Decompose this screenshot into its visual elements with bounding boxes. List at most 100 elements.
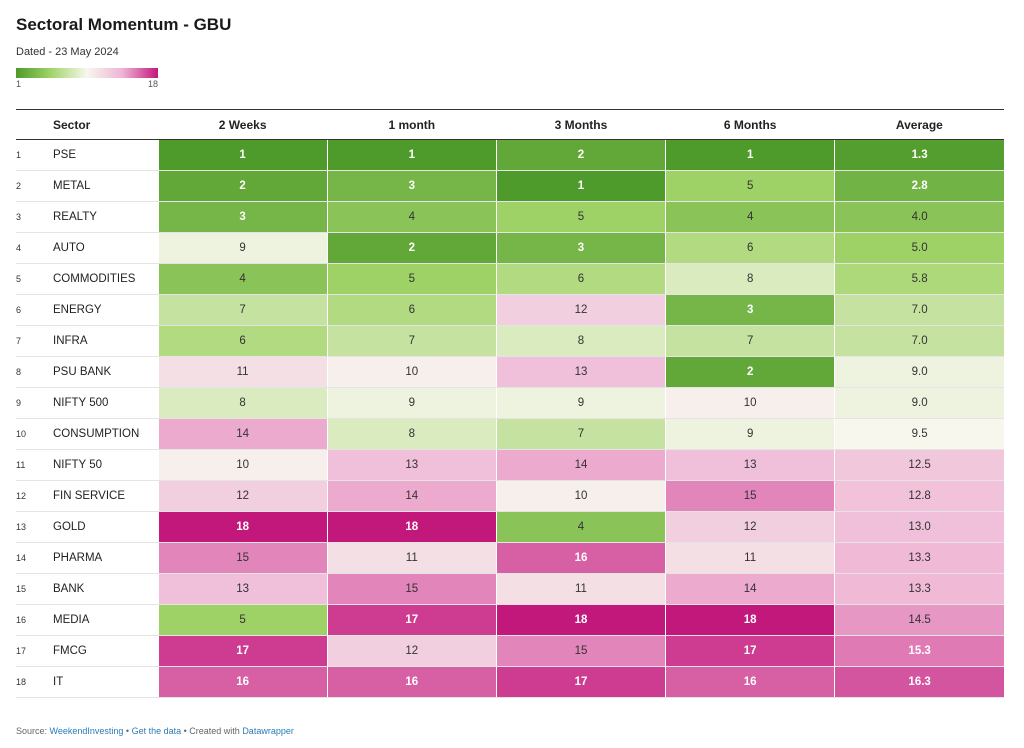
cell-1-month: 1 [326,139,497,171]
table-row: 3 REALTY 3 4 5 4 4.0 [16,201,1004,233]
cell-2-weeks: 10 [157,449,328,481]
cell-6-months: 4 [665,201,835,233]
cell-average: 1.3 [834,139,1004,171]
header-average[interactable]: Average [834,109,1004,140]
cell-3-months: 15 [495,635,666,667]
get-data-link[interactable]: Get the data [131,726,182,736]
cell-6-months: 6 [665,232,835,264]
cell-2-weeks: 5 [157,604,328,636]
row-rank: 3 [16,201,47,233]
row-rank: 17 [16,635,47,667]
cell-average: 13.3 [834,573,1004,605]
cell-1-month: 11 [326,542,497,574]
datawrapper-link[interactable]: Datawrapper [242,726,294,736]
row-sector-name: IT [47,666,158,698]
header-6-months[interactable]: 6 Months [665,109,835,140]
cell-average: 13.3 [834,542,1004,574]
cell-2-weeks: 16 [157,666,328,698]
cell-1-month: 16 [326,666,497,698]
cell-2-weeks: 3 [157,201,328,233]
source-footer: Source: WeekendInvesting • Get the data … [16,726,294,736]
color-legend: 1 18 [16,68,158,89]
cell-6-months: 17 [665,635,835,667]
cell-average: 7.0 [834,294,1004,326]
cell-3-months: 17 [495,666,666,698]
cell-3-months: 18 [495,604,666,636]
row-sector-name: METAL [47,170,158,202]
cell-1-month: 15 [326,573,497,605]
header-rank [16,109,47,140]
cell-average: 13.0 [834,511,1004,543]
row-rank: 1 [16,139,47,171]
cell-2-weeks: 8 [157,387,328,419]
row-rank: 5 [16,263,47,295]
cell-average: 5.0 [834,232,1004,264]
cell-2-weeks: 2 [157,170,328,202]
cell-6-months: 12 [665,511,835,543]
cell-2-weeks: 1 [157,139,328,171]
row-rank: 2 [16,170,47,202]
cell-3-months: 9 [495,387,666,419]
cell-1-month: 18 [326,511,497,543]
row-sector-name: PHARMA [47,542,158,574]
row-rank: 18 [16,666,47,698]
cell-1-month: 4 [326,201,497,233]
table-row: 9 NIFTY 500 8 9 9 10 9.0 [16,387,1004,419]
cell-1-month: 12 [326,635,497,667]
row-sector-name: GOLD [47,511,158,543]
cell-6-months: 15 [665,480,835,512]
momentum-table-wrapper: Sector 2 Weeks 1 month 3 Months 6 Months… [16,109,1004,698]
cell-1-month: 5 [326,263,497,295]
cell-average: 4.0 [834,201,1004,233]
row-sector-name: AUTO [47,232,158,264]
cell-2-weeks: 13 [157,573,328,605]
header-1-month[interactable]: 1 month [327,109,497,140]
cell-1-month: 2 [326,232,497,264]
row-sector-name: PSE [47,139,158,171]
source-sep-1: • [123,726,132,736]
table-row: 11 NIFTY 50 10 13 14 13 12.5 [16,449,1004,481]
row-sector-name: INFRA [47,325,158,357]
header-2-weeks[interactable]: 2 Weeks [158,109,328,140]
cell-6-months: 11 [665,542,835,574]
cell-2-weeks: 12 [157,480,328,512]
row-rank: 14 [16,542,47,574]
row-sector-name: ENERGY [47,294,158,326]
cell-3-months: 4 [495,511,666,543]
cell-1-month: 8 [326,418,497,450]
row-sector-name: BANK [47,573,158,605]
cell-3-months: 6 [495,263,666,295]
cell-3-months: 1 [495,170,666,202]
legend-gradient [16,68,158,78]
row-rank: 15 [16,573,47,605]
row-rank: 11 [16,449,47,481]
table-header-row: Sector 2 Weeks 1 month 3 Months 6 Months… [16,109,1004,140]
header-3-months[interactable]: 3 Months [496,109,666,140]
row-sector-name: NIFTY 50 [47,449,158,481]
cell-3-months: 3 [495,232,666,264]
source-link[interactable]: WeekendInvesting [49,726,124,736]
cell-average: 2.8 [834,170,1004,202]
cell-6-months: 14 [665,573,835,605]
legend-min-label: 1 [16,79,22,89]
cell-3-months: 7 [495,418,666,450]
row-rank: 7 [16,325,47,357]
cell-6-months: 8 [665,263,835,295]
row-sector-name: MEDIA [47,604,158,636]
cell-6-months: 3 [665,294,835,326]
cell-2-weeks: 15 [157,542,328,574]
cell-2-weeks: 7 [157,294,328,326]
cell-3-months: 14 [495,449,666,481]
cell-2-weeks: 4 [157,263,328,295]
cell-average: 9.0 [834,356,1004,388]
cell-3-months: 8 [495,325,666,357]
cell-2-weeks: 11 [157,356,328,388]
row-rank: 8 [16,356,47,388]
table-row: 8 PSU BANK 11 10 13 2 9.0 [16,356,1004,388]
cell-average: 12.5 [834,449,1004,481]
cell-average: 12.8 [834,480,1004,512]
cell-average: 14.5 [834,604,1004,636]
header-sector[interactable]: Sector [47,109,158,140]
table-row: 5 COMMODITIES 4 5 6 8 5.8 [16,263,1004,295]
cell-average: 5.8 [834,263,1004,295]
